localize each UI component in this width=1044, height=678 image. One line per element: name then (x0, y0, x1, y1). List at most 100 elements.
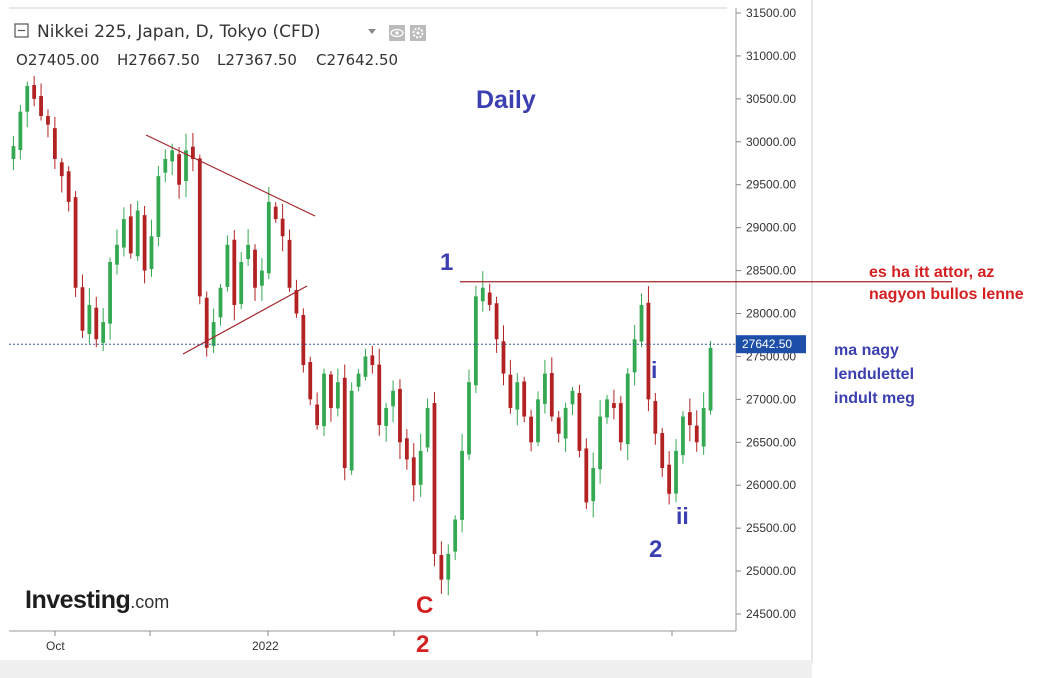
dropdown-arrow-icon[interactable] (368, 29, 376, 34)
candle-body (681, 416, 685, 456)
wave-i-label: i (651, 357, 657, 383)
ohlc-high: H27667.50 (117, 51, 200, 69)
candle-body (660, 433, 665, 469)
candle-body (108, 261, 112, 324)
logo-suffix: .com (130, 592, 170, 612)
candle-body (87, 304, 92, 335)
candle-body (94, 307, 99, 340)
note-red-line-2: nagyon bullos lenne (869, 286, 1024, 303)
note-blue-line-1: ma nagy (834, 342, 899, 359)
x-tick-label: Oct (46, 639, 65, 653)
candle-body (149, 236, 154, 270)
x-axis-ticks: Oct 2022 (46, 631, 673, 653)
investing-logo: Investing.com (25, 586, 169, 615)
candle-body (522, 381, 527, 417)
y-tick-label: 26000.00 (746, 478, 796, 492)
candle-body (59, 162, 64, 177)
candle-body (46, 116, 50, 125)
ohlc-open-label: O (16, 51, 28, 69)
candle-body (142, 215, 147, 271)
candle-body (197, 158, 202, 297)
last-price-label: 27642.50 (742, 337, 792, 351)
candle-body (184, 150, 188, 182)
ohlc-low-label: L (217, 51, 226, 69)
candle-body (674, 450, 678, 494)
note-blue-line-2: lendulettel (834, 366, 915, 383)
candle-body (287, 239, 292, 288)
candle-body (439, 555, 444, 580)
candle-body (646, 302, 651, 400)
ohlc-open-value: 27405.00 (27, 51, 100, 69)
ohlc-close-value: 27642.50 (326, 51, 399, 69)
note-blue: ma nagy lendulettel indult meg (834, 339, 915, 411)
eye-icon[interactable] (389, 25, 405, 41)
candle-body (536, 399, 540, 443)
candle-body (556, 417, 561, 434)
candle-body (404, 438, 409, 460)
y-tick-label: 31500.00 (746, 6, 796, 20)
candle-body (211, 322, 216, 346)
candlestick-series (11, 75, 713, 596)
candle-body (135, 210, 140, 257)
candle-body (473, 296, 478, 386)
symbol-square-icon[interactable] (14, 23, 29, 38)
candle-body (315, 404, 320, 426)
candle-body (460, 450, 464, 520)
y-tick-label: 24500.00 (746, 607, 796, 621)
candle-body (467, 382, 471, 455)
y-tick-label: 26500.00 (746, 435, 796, 449)
wave-2-bottom-label: 2 (416, 631, 429, 658)
gear-icon[interactable] (410, 25, 426, 41)
bottom-toolbar[interactable] (0, 660, 812, 678)
candle-body (605, 399, 609, 418)
y-tick-label: 29000.00 (746, 221, 796, 235)
candle-body (446, 553, 451, 580)
candle-body (163, 158, 168, 173)
y-tick-label: 27000.00 (746, 392, 796, 406)
wave-1-label: 1 (440, 249, 453, 276)
candle-body (225, 244, 230, 287)
candle-body (694, 425, 699, 443)
candle-body (52, 128, 57, 159)
candle-body (329, 374, 333, 408)
candle-body (294, 290, 299, 314)
candle-body (273, 206, 278, 220)
candle-body (335, 382, 340, 409)
candle-body (73, 197, 78, 288)
wave-ii-label: ii (676, 503, 689, 529)
ohlc-low: L27367.50 (217, 51, 297, 69)
ohlc-low-value: 27367.50 (225, 51, 297, 69)
ohlc-close-label: C (316, 51, 327, 69)
candle-body (508, 374, 513, 408)
candle-body (384, 407, 389, 426)
candle-body (639, 304, 644, 342)
ohlc-close: C27642.50 (316, 51, 398, 69)
note-blue-line-3: indult meg (834, 390, 915, 407)
wave-2-right-label: 2 (649, 536, 662, 563)
candle-body (66, 171, 71, 202)
last-price-tag (736, 335, 806, 354)
plot-area[interactable] (9, 8, 736, 631)
candle-body (687, 412, 692, 426)
candle-body (232, 239, 237, 305)
candle-body (101, 322, 106, 343)
y-tick-label: 29500.00 (746, 178, 796, 192)
candle-body (301, 314, 306, 366)
candle-body (363, 356, 368, 377)
candle-body (549, 373, 554, 417)
candle-body (701, 407, 706, 447)
y-tick-label: 25500.00 (746, 521, 796, 535)
x-tick-label: 2022 (252, 639, 279, 653)
candle-body (494, 303, 499, 340)
candle-body (515, 382, 520, 410)
candle-body (618, 403, 623, 443)
candle-body (501, 341, 506, 374)
y-tick-label: 30500.00 (746, 92, 796, 106)
candle-body (667, 464, 672, 494)
ohlc-open: O27405.00 (16, 51, 99, 69)
candle-body (411, 457, 416, 486)
candle-body (356, 373, 361, 387)
candle-body (128, 216, 133, 254)
triangle-lower-trendline (182, 285, 308, 355)
